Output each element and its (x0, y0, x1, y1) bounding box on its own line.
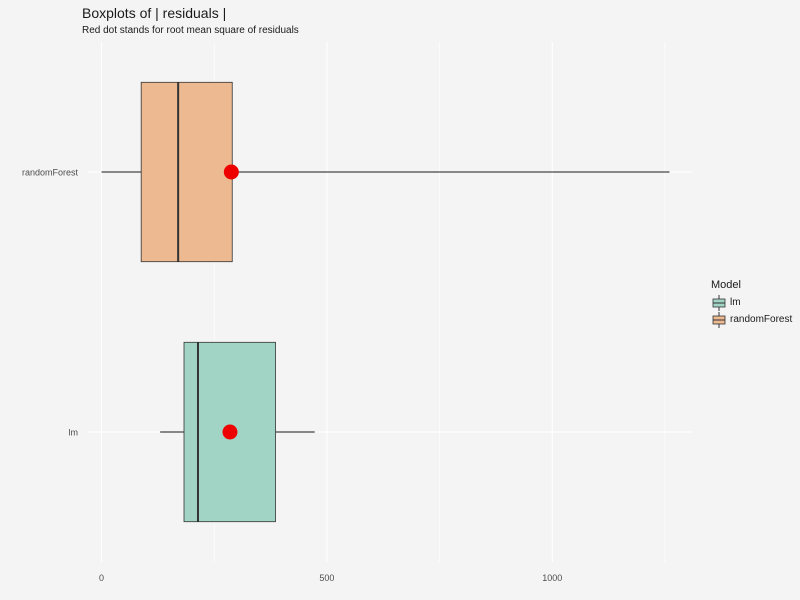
rmse-dot-randomforest (223, 164, 239, 180)
x-tick-labels: 0 500 1000 (99, 573, 562, 583)
y-tick-label: lm (69, 428, 79, 438)
chart-title: Boxplots of | residuals | (82, 5, 227, 21)
legend-item-lm: lm (711, 294, 792, 311)
legend-title: Model (711, 279, 741, 291)
legend-label: lm (730, 297, 741, 308)
x-tick-label: 0 (99, 573, 104, 583)
y-tick-labels: randomForest lm (22, 168, 79, 438)
legend-key-lm (712, 294, 726, 311)
x-tick-label: 500 (319, 573, 334, 583)
legend: Model lm randomForest (711, 279, 792, 328)
legend-label: randomForest (730, 314, 793, 325)
legend-key-randomforest (712, 311, 726, 328)
rmse-dot-lm (222, 424, 238, 440)
legend-item-randomforest: randomForest (711, 311, 792, 328)
box-randomforest (140, 81, 233, 263)
chart-subtitle: Red dot stands for root mean square of r… (82, 25, 299, 36)
y-tick-label: randomForest (22, 168, 79, 178)
boxes (101, 81, 670, 523)
x-tick-label: 1000 (542, 573, 562, 583)
